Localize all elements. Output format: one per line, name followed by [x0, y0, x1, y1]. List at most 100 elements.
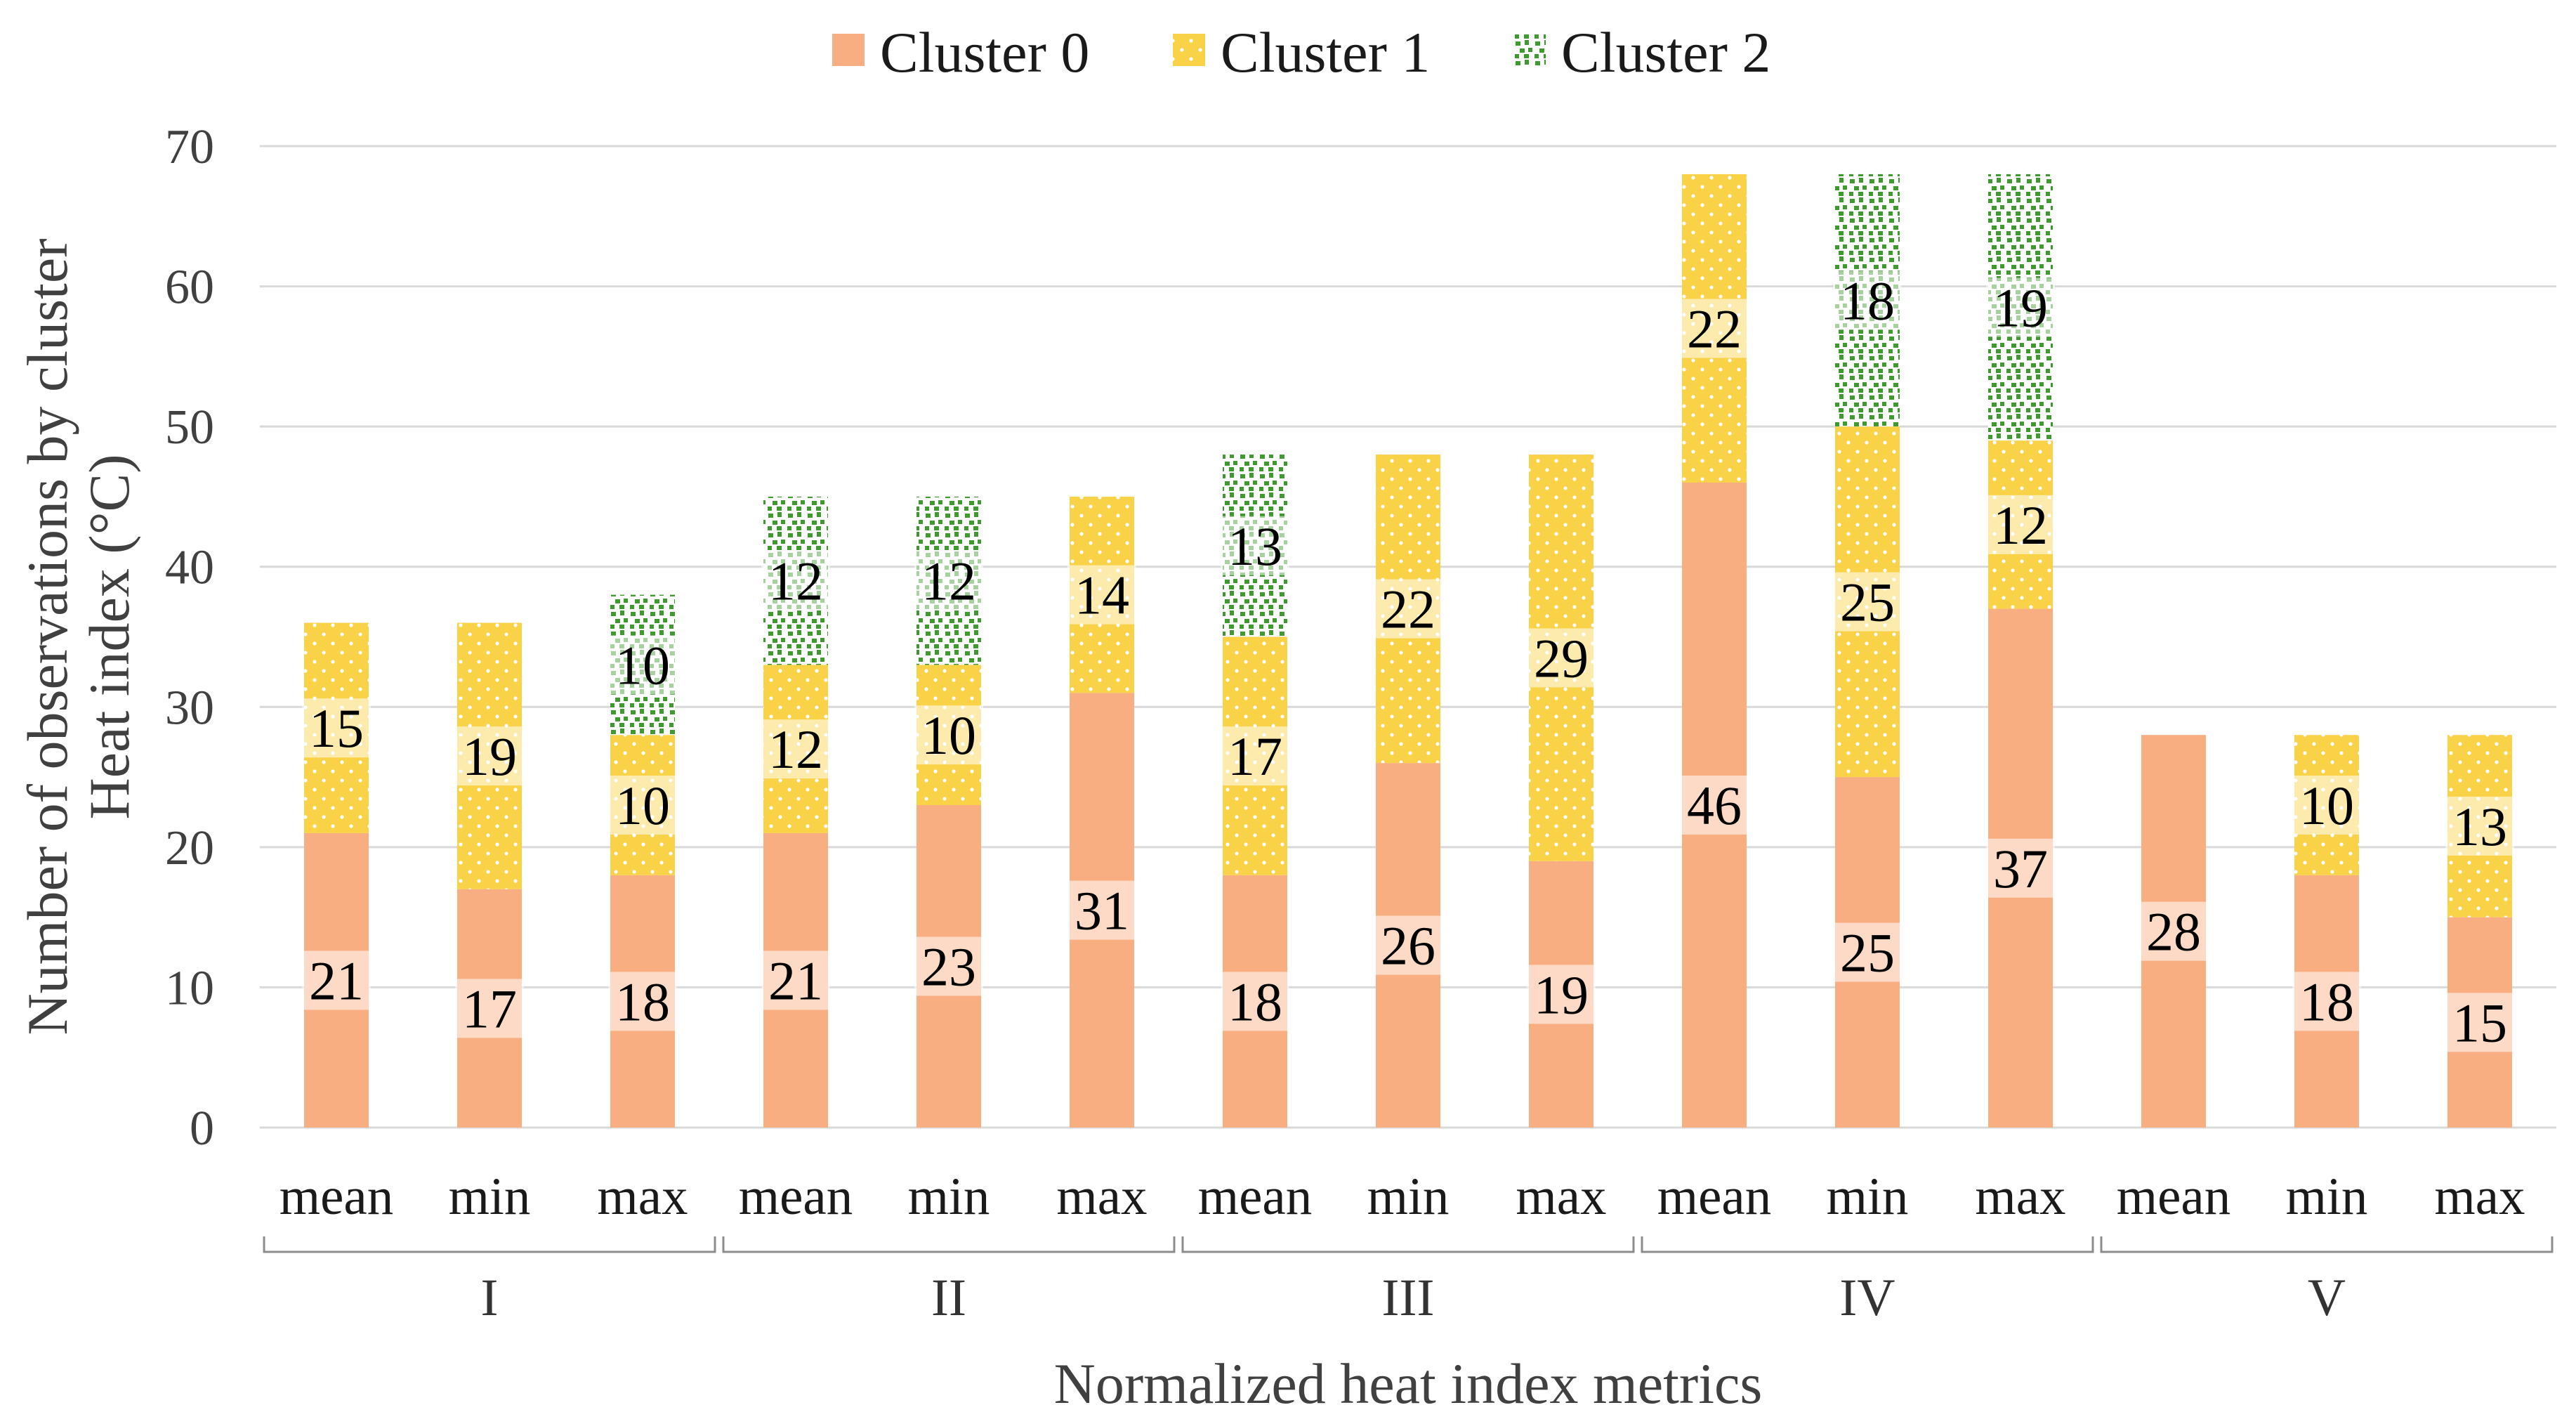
data-label-bg-10-2	[1833, 270, 1902, 330]
data-label-II-max-cluster-1: 14	[1075, 565, 1129, 626]
group-bracket-I	[263, 1236, 716, 1253]
x-tick-label-4: min	[908, 1168, 990, 1226]
group-bracket-II	[722, 1236, 1176, 1253]
data-label-bg-11-0	[1986, 838, 2055, 898]
data-label-I-max-cluster-1: 10	[615, 775, 670, 836]
data-label-II-mean-cluster-1: 12	[768, 719, 823, 780]
x-tick-label-5: max	[1056, 1168, 1147, 1226]
data-label-bg-1-0	[455, 979, 524, 1038]
y-axis-title: Number of observations by clusterHeat in…	[15, 238, 141, 1035]
y-axis-title-line-0: Number of observations by cluster	[15, 238, 79, 1035]
data-label-IV-max-cluster-0: 37	[1993, 838, 2048, 899]
x-tick-label-8: max	[1516, 1168, 1606, 1226]
data-label-IV-min-cluster-0: 25	[1840, 922, 1895, 984]
data-label-bg-2-2	[608, 635, 677, 695]
data-label-bg-5-0	[1067, 880, 1136, 940]
data-label-bg-11-1	[1986, 495, 2055, 554]
x-tick-label-11: max	[1975, 1168, 2065, 1226]
group-label-IV: IV	[1839, 1269, 1895, 1327]
x-tick-label-9: mean	[1657, 1168, 1771, 1226]
data-label-bg-2-0	[608, 972, 677, 1031]
data-label-I-mean-cluster-0: 21	[309, 950, 364, 1011]
data-label-III-min-cluster-1: 22	[1381, 579, 1435, 640]
data-label-bg-10-0	[1833, 922, 1902, 982]
y-tick-label-30: 30	[165, 681, 214, 735]
legend-swatch-cluster-0	[832, 34, 865, 66]
x-axis-title: Normalized heat index metrics	[1054, 1352, 1763, 1416]
y-tick-label-0: 0	[190, 1102, 214, 1156]
data-label-bg-3-0	[761, 951, 830, 1010]
legend-swatch-cluster-1	[1173, 34, 1205, 66]
data-label-I-max-cluster-0: 18	[615, 971, 670, 1032]
y-tick-label-70: 70	[165, 120, 214, 174]
data-label-IV-max-cluster-1: 12	[1993, 495, 2048, 556]
data-label-III-mean-cluster-2: 13	[1228, 516, 1282, 577]
data-label-II-mean-cluster-0: 21	[768, 950, 823, 1011]
data-label-bg-14-0	[2445, 993, 2514, 1052]
y-axis-title-line-1: Heat index (°C)	[77, 454, 141, 819]
data-label-bg-14-1	[2445, 796, 2514, 856]
x-tick-label-6: mean	[1198, 1168, 1312, 1226]
data-label-II-min-cluster-0: 23	[921, 936, 976, 997]
x-tick-label-1: min	[449, 1168, 531, 1226]
data-label-bg-12-0	[2139, 901, 2208, 961]
data-label-bg-3-2	[761, 551, 830, 610]
data-label-I-min-cluster-1: 19	[462, 726, 517, 787]
x-tick-label-2: max	[597, 1168, 688, 1226]
data-label-V-max-cluster-0: 15	[2452, 992, 2507, 1053]
data-label-IV-mean-cluster-0: 46	[1687, 775, 1742, 836]
data-label-V-min-cluster-1: 10	[2299, 775, 2354, 836]
group-label-II: II	[931, 1269, 966, 1327]
group-bracket-V	[2100, 1236, 2554, 1253]
data-label-bg-7-0	[1374, 915, 1443, 975]
data-label-bg-6-2	[1221, 516, 1289, 575]
y-tick-label-20: 20	[165, 821, 214, 875]
data-label-II-min-cluster-1: 10	[921, 705, 976, 766]
data-label-bg-13-0	[2292, 972, 2361, 1031]
data-label-bg-3-1	[761, 719, 830, 779]
data-label-II-max-cluster-0: 31	[1075, 880, 1129, 941]
legend-label-cluster-1: Cluster 1	[1221, 20, 1430, 84]
data-label-bg-1-1	[455, 726, 524, 786]
data-label-bg-8-0	[1527, 965, 1596, 1024]
data-label-bg-4-1	[914, 705, 983, 765]
data-label-V-mean-cluster-0: 28	[2146, 901, 2201, 962]
data-label-II-min-cluster-2: 12	[921, 551, 976, 612]
data-label-bg-5-1	[1067, 565, 1136, 625]
data-label-IV-min-cluster-1: 25	[1840, 572, 1895, 633]
data-label-IV-mean-cluster-1: 22	[1687, 298, 1742, 359]
data-label-III-mean-cluster-0: 18	[1228, 971, 1282, 1032]
data-label-bg-0-0	[302, 951, 371, 1010]
data-label-bg-8-1	[1527, 628, 1596, 688]
data-labels-layer: 21 15 17 19 18 10 10 21 12 12 23 10 12 31 14 18 17 13 26 22…	[302, 270, 2514, 1053]
data-label-IV-max-cluster-2: 19	[1993, 277, 2048, 339]
data-label-V-min-cluster-0: 18	[2299, 971, 2354, 1032]
x-tick-label-10: min	[1827, 1168, 1909, 1226]
data-label-bg-4-2	[914, 551, 983, 610]
legend-label-cluster-0: Cluster 0	[880, 20, 1089, 84]
y-tick-label-40: 40	[165, 541, 214, 595]
group-label-V: V	[2308, 1269, 2346, 1327]
data-label-bg-9-1	[1680, 299, 1749, 358]
data-label-bg-6-1	[1221, 726, 1289, 786]
data-label-III-mean-cluster-1: 17	[1228, 726, 1282, 787]
y-tick-label-60: 60	[165, 261, 214, 315]
data-label-IV-min-cluster-2: 18	[1840, 270, 1895, 332]
legend: Cluster 0 Cluster 1 Cluster 2	[832, 20, 1770, 84]
data-label-I-min-cluster-0: 17	[462, 978, 517, 1039]
data-label-II-mean-cluster-2: 12	[768, 551, 823, 612]
x-tick-label-13: min	[2286, 1168, 2368, 1226]
legend-swatch-cluster-2	[1513, 34, 1546, 66]
x-tick-label-7: min	[1367, 1168, 1450, 1226]
group-label-I: I	[481, 1269, 499, 1327]
data-label-bg-10-1	[1833, 572, 1902, 632]
data-label-bg-13-1	[2292, 775, 2361, 835]
y-tick-label-10: 10	[165, 961, 214, 1015]
x-tick-label-12: mean	[2117, 1168, 2230, 1226]
data-label-III-max-cluster-1: 29	[1534, 627, 1589, 688]
data-label-bg-0-1	[302, 698, 371, 758]
group-label-III: III	[1382, 1269, 1435, 1327]
